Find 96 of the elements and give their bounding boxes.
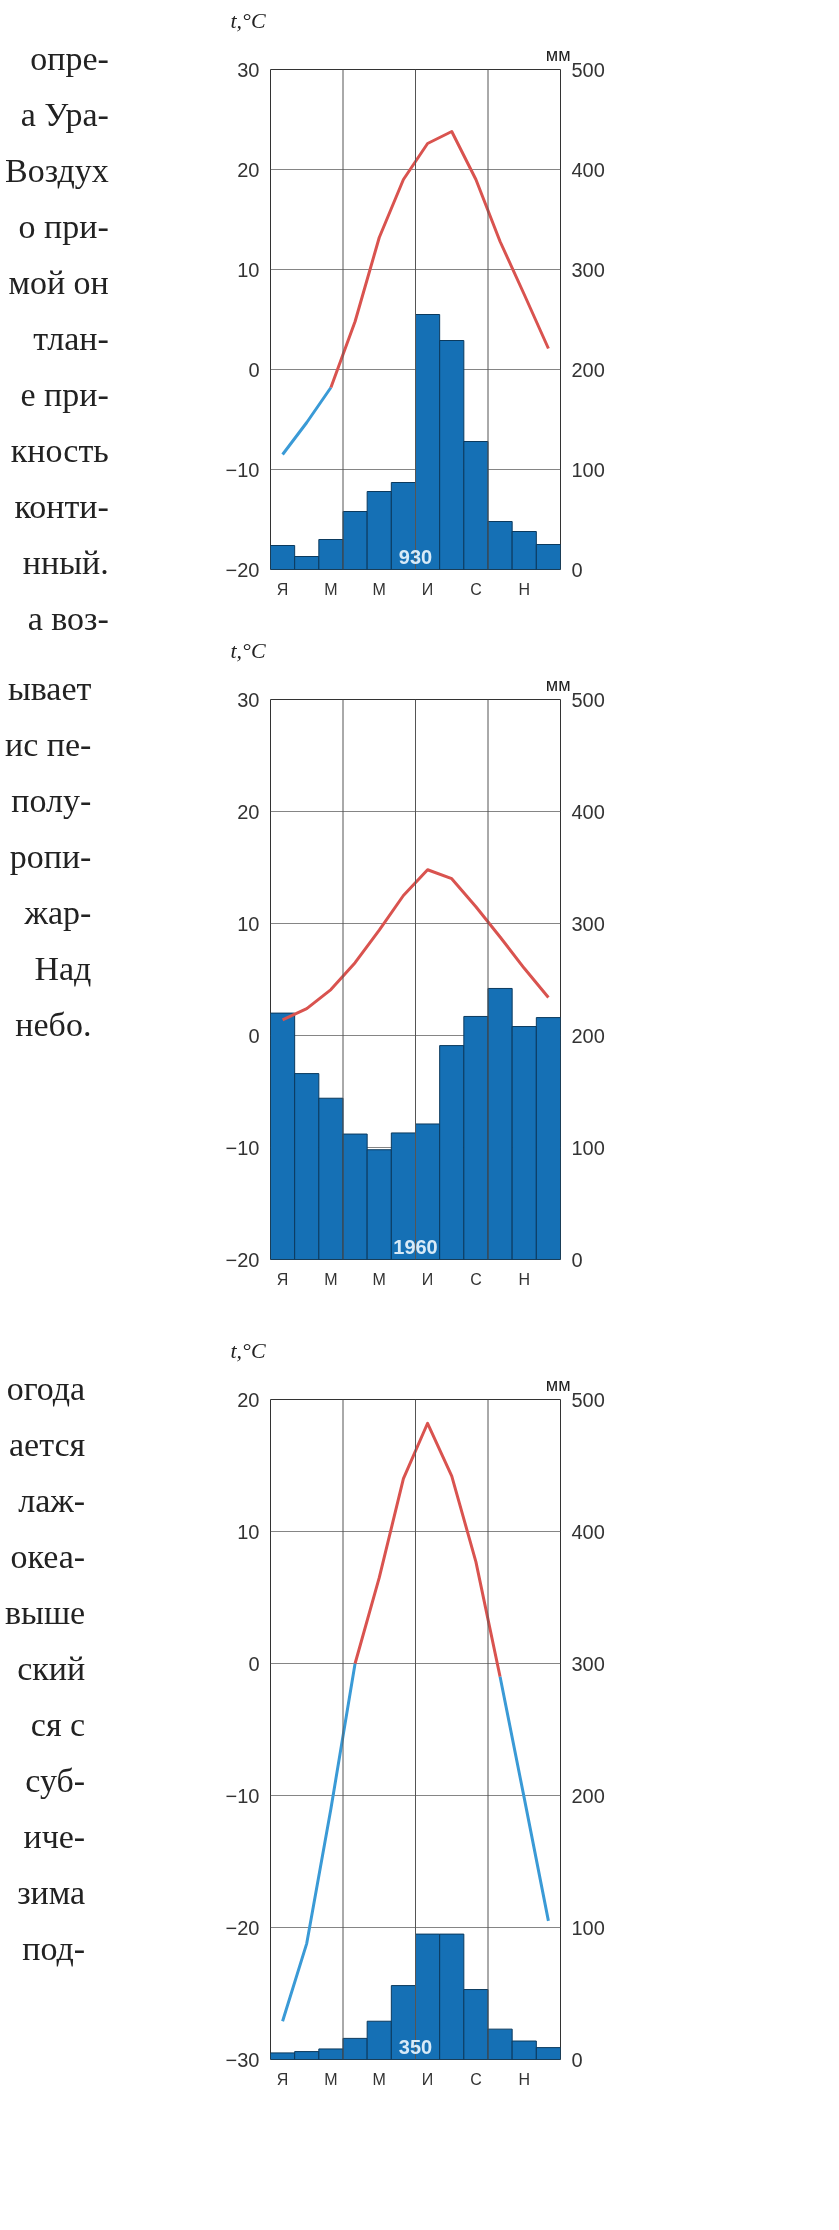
x-tick-label: С <box>470 2070 482 2088</box>
y-tick-label: −30 <box>225 2048 260 2071</box>
y2-tick-label: 300 <box>571 912 605 935</box>
y2-tick-label: 200 <box>571 1024 605 1047</box>
x-tick-label: Я <box>276 2070 289 2088</box>
y-tick-label: −10 <box>225 1784 260 1807</box>
y2-tick-label: 400 <box>571 158 605 181</box>
annotation: 350 <box>398 2035 433 2058</box>
text: океа- <box>9 1537 86 1577</box>
text: ывает <box>6 669 92 709</box>
y2-tick-label: 400 <box>571 1520 605 1543</box>
x-tick-label: М <box>372 2070 386 2088</box>
line-series <box>281 1662 357 2023</box>
y2-tick-label: 200 <box>571 1784 605 1807</box>
y-tick-label: 10 <box>237 1520 260 1543</box>
line-series <box>281 868 550 1022</box>
text: а Ура- <box>19 95 109 135</box>
text: суб- <box>24 1761 86 1801</box>
text: конти- <box>13 487 109 527</box>
y-tick-label: 0 <box>248 1024 260 1047</box>
y-tick-label: −10 <box>225 458 260 481</box>
y2-tick-label: 0 <box>571 558 583 581</box>
y-tick-label: −20 <box>225 1916 260 1939</box>
x-tick-label: Н <box>518 580 531 598</box>
text: а воз- <box>26 599 109 639</box>
y-tick-label: −20 <box>225 558 260 581</box>
x-tick-label: И <box>421 1270 434 1288</box>
text: огода <box>5 1369 86 1409</box>
line-series <box>353 1421 502 1679</box>
text: полу- <box>10 781 92 821</box>
y-tick-label: −20 <box>225 1248 260 1271</box>
text: Над <box>33 949 92 989</box>
y-tick-label: 20 <box>237 1388 260 1411</box>
x-tick-label: Я <box>276 1270 289 1288</box>
text: зима <box>16 1873 86 1913</box>
y-axis-title: t,°C <box>230 1337 266 1363</box>
y-tick-label: 0 <box>248 1652 260 1675</box>
y2-axis-title: мм <box>545 674 571 695</box>
x-tick-label: Н <box>518 2070 531 2088</box>
y-tick-label: 0 <box>248 358 260 381</box>
y2-tick-label: 500 <box>571 58 605 81</box>
text: ропи- <box>8 837 92 877</box>
y2-tick-label: 300 <box>571 1652 605 1675</box>
text: ся с <box>29 1705 86 1745</box>
x-tick-label: М <box>324 2070 338 2088</box>
text: о при- <box>17 207 109 247</box>
y-tick-label: 30 <box>237 688 260 711</box>
text: под- <box>21 1929 86 1969</box>
y2-axis-title: мм <box>545 1374 571 1395</box>
y2-tick-label: 500 <box>571 1388 605 1411</box>
x-tick-label: С <box>470 580 482 598</box>
text: Воздух <box>5 151 109 191</box>
text: ис пе- <box>5 725 92 765</box>
text: жар- <box>23 893 92 933</box>
text: иче- <box>22 1817 86 1857</box>
annotation: 930 <box>398 545 433 568</box>
y-tick-label: 20 <box>237 800 260 823</box>
y2-tick-label: 100 <box>571 1916 605 1939</box>
annotation: 1960 <box>393 1235 438 1258</box>
y2-tick-label: 400 <box>571 800 605 823</box>
y-tick-label: −10 <box>225 1136 260 1159</box>
x-tick-label: И <box>421 2070 434 2088</box>
y2-tick-label: 100 <box>571 1136 605 1159</box>
y2-tick-label: 100 <box>571 458 605 481</box>
x-tick-label: М <box>324 580 338 598</box>
x-tick-label: М <box>324 1270 338 1288</box>
y-axis-title: t,°C <box>230 7 266 33</box>
y2-tick-label: 200 <box>571 358 605 381</box>
x-tick-label: И <box>421 580 434 598</box>
y2-tick-label: 500 <box>571 688 605 711</box>
text: е при- <box>19 375 109 415</box>
text: опре- <box>29 39 109 79</box>
y2-tick-label: 300 <box>571 258 605 281</box>
y2-tick-label: 0 <box>571 2048 583 2071</box>
line-series <box>329 130 550 389</box>
y-tick-label: 10 <box>237 912 260 935</box>
y-tick-label: 30 <box>237 58 260 81</box>
text: мой он <box>7 263 109 303</box>
x-tick-label: Н <box>518 1270 531 1288</box>
y2-tick-label: 0 <box>571 1248 583 1271</box>
text: небо. <box>14 1005 92 1045</box>
x-tick-label: М <box>372 1270 386 1288</box>
text: лаж- <box>17 1481 86 1521</box>
y-axis-title: t,°C <box>230 637 266 663</box>
x-tick-label: Я <box>276 580 289 598</box>
text: нный. <box>21 543 109 583</box>
text: кность <box>9 431 109 471</box>
text: тлан- <box>32 319 109 359</box>
text: выше <box>5 1593 86 1633</box>
text: ается <box>8 1425 86 1465</box>
x-tick-label: М <box>372 580 386 598</box>
y-tick-label: 10 <box>237 258 260 281</box>
x-tick-label: С <box>470 1270 482 1288</box>
text: ский <box>16 1649 86 1689</box>
y2-axis-title: мм <box>545 44 571 65</box>
y-tick-label: 20 <box>237 158 260 181</box>
